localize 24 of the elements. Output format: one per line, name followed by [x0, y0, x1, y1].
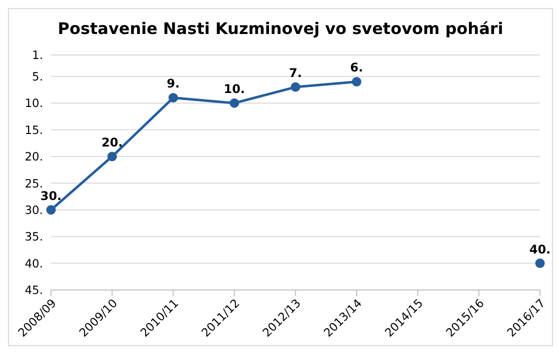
y-tick-label: 20.: [24, 150, 43, 164]
y-tick-label: 35.: [24, 230, 43, 244]
y-tick-label: 40.: [24, 256, 43, 270]
point: [352, 76, 362, 86]
y-tick-label: 10.: [24, 96, 43, 110]
data-label: 9.: [166, 76, 180, 91]
data-label: 20.: [101, 135, 123, 150]
y-tick-label: 1.: [32, 48, 43, 62]
point: [107, 152, 117, 162]
data-label: 6.: [350, 60, 364, 75]
point: [230, 98, 240, 108]
data-label: 10.: [224, 82, 246, 96]
y-tick-label: 25.: [24, 176, 43, 190]
point: [168, 92, 178, 102]
chart-title: Postavenie Nasti Kuzminovej vo svetovom pohári: [56, 18, 504, 40]
point: [535, 258, 545, 268]
point: [290, 82, 300, 92]
data-label: 40.: [529, 242, 551, 256]
data-label: 7.: [289, 66, 302, 80]
y-tick-label: 45.: [24, 283, 43, 298]
point: [46, 205, 56, 215]
y-tick-label: 15.: [24, 122, 43, 137]
y-tick-label: 5.: [32, 69, 43, 84]
y-tick-label: 30.: [24, 202, 43, 217]
